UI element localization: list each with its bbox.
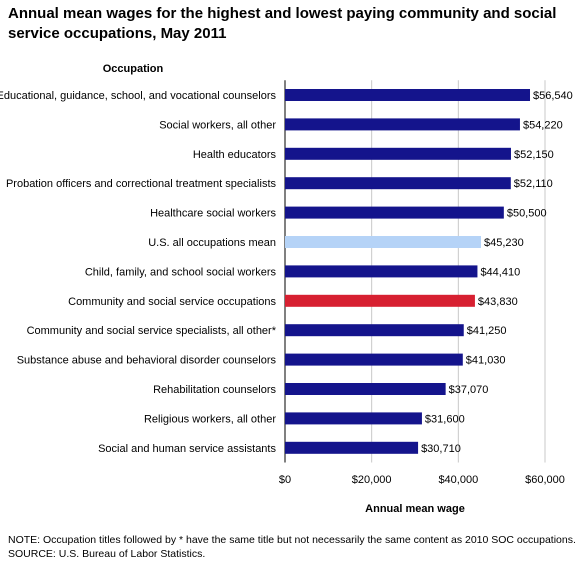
bar xyxy=(285,265,478,278)
bar xyxy=(285,324,464,337)
category-label: Community and social service occupations xyxy=(68,296,276,308)
category-label: Social and human service assistants xyxy=(98,443,276,455)
x-tick-label: $20,000 xyxy=(352,474,392,486)
data-label: $54,220 xyxy=(523,119,563,131)
category-label: Probation officers and correctional trea… xyxy=(6,178,277,190)
data-label: $37,070 xyxy=(449,384,489,396)
bar xyxy=(285,412,422,425)
category-label: Community and social service specialists… xyxy=(27,325,277,337)
data-label: $30,710 xyxy=(421,443,461,455)
bar xyxy=(285,118,520,131)
bar xyxy=(285,89,531,101)
data-label: $56,540 xyxy=(533,90,573,102)
category-label: Healthcare social workers xyxy=(150,208,276,220)
category-label: Religious workers, all other xyxy=(144,413,276,425)
category-axis-title: Occupation xyxy=(103,63,164,75)
bar xyxy=(285,206,504,219)
bar xyxy=(285,147,511,160)
x-tick-label: $40,000 xyxy=(438,474,478,486)
data-label: $52,150 xyxy=(514,149,554,161)
x-ticks: $0 $20,000 $40,000 $60,000 xyxy=(279,474,565,486)
data-label: $43,830 xyxy=(478,296,518,308)
chart-title: Annual mean wages for the highest and lo… xyxy=(8,5,557,42)
bar xyxy=(285,353,463,366)
category-label: Rehabilitation counselors xyxy=(153,384,276,396)
category-label: Child, family, and school social workers xyxy=(85,266,277,278)
data-label: $50,500 xyxy=(507,208,547,220)
source-text: SOURCE: U.S. Bureau of Labor Statistics. xyxy=(8,548,206,560)
bar xyxy=(285,441,419,454)
x-tick-label: $0 xyxy=(279,474,291,486)
category-label: Substance abuse and behavioral disorder … xyxy=(17,355,277,367)
bar xyxy=(285,236,481,248)
x-tick-label: $60,000 xyxy=(525,474,565,486)
data-label: $45,230 xyxy=(484,237,524,249)
x-axis-title: Annual mean wage xyxy=(365,503,465,515)
data-label: $41,250 xyxy=(467,325,507,337)
bar xyxy=(285,383,446,395)
category-label: U.S. all occupations mean xyxy=(148,237,276,249)
chart-notes: NOTE: Occupation titles followed by * ha… xyxy=(8,533,576,561)
data-label: $41,030 xyxy=(466,355,506,367)
note-text: NOTE: Occupation titles followed by * ha… xyxy=(8,534,576,546)
category-label: Social workers, all other xyxy=(159,119,276,131)
data-label: $52,110 xyxy=(514,178,553,190)
bars xyxy=(285,89,531,454)
category-label: Educational, guidance, school, and vocat… xyxy=(0,90,276,102)
category-labels: Educational, guidance, school, and vocat… xyxy=(0,90,277,455)
data-label: $44,410 xyxy=(480,266,520,278)
category-label: Health educators xyxy=(193,149,277,161)
bar xyxy=(285,294,475,307)
data-label: $31,600 xyxy=(425,413,465,425)
value-labels: $56,540 $54,220 $52,150 $52,110 $50,500 $45,2… xyxy=(421,90,573,455)
bar xyxy=(285,177,511,190)
